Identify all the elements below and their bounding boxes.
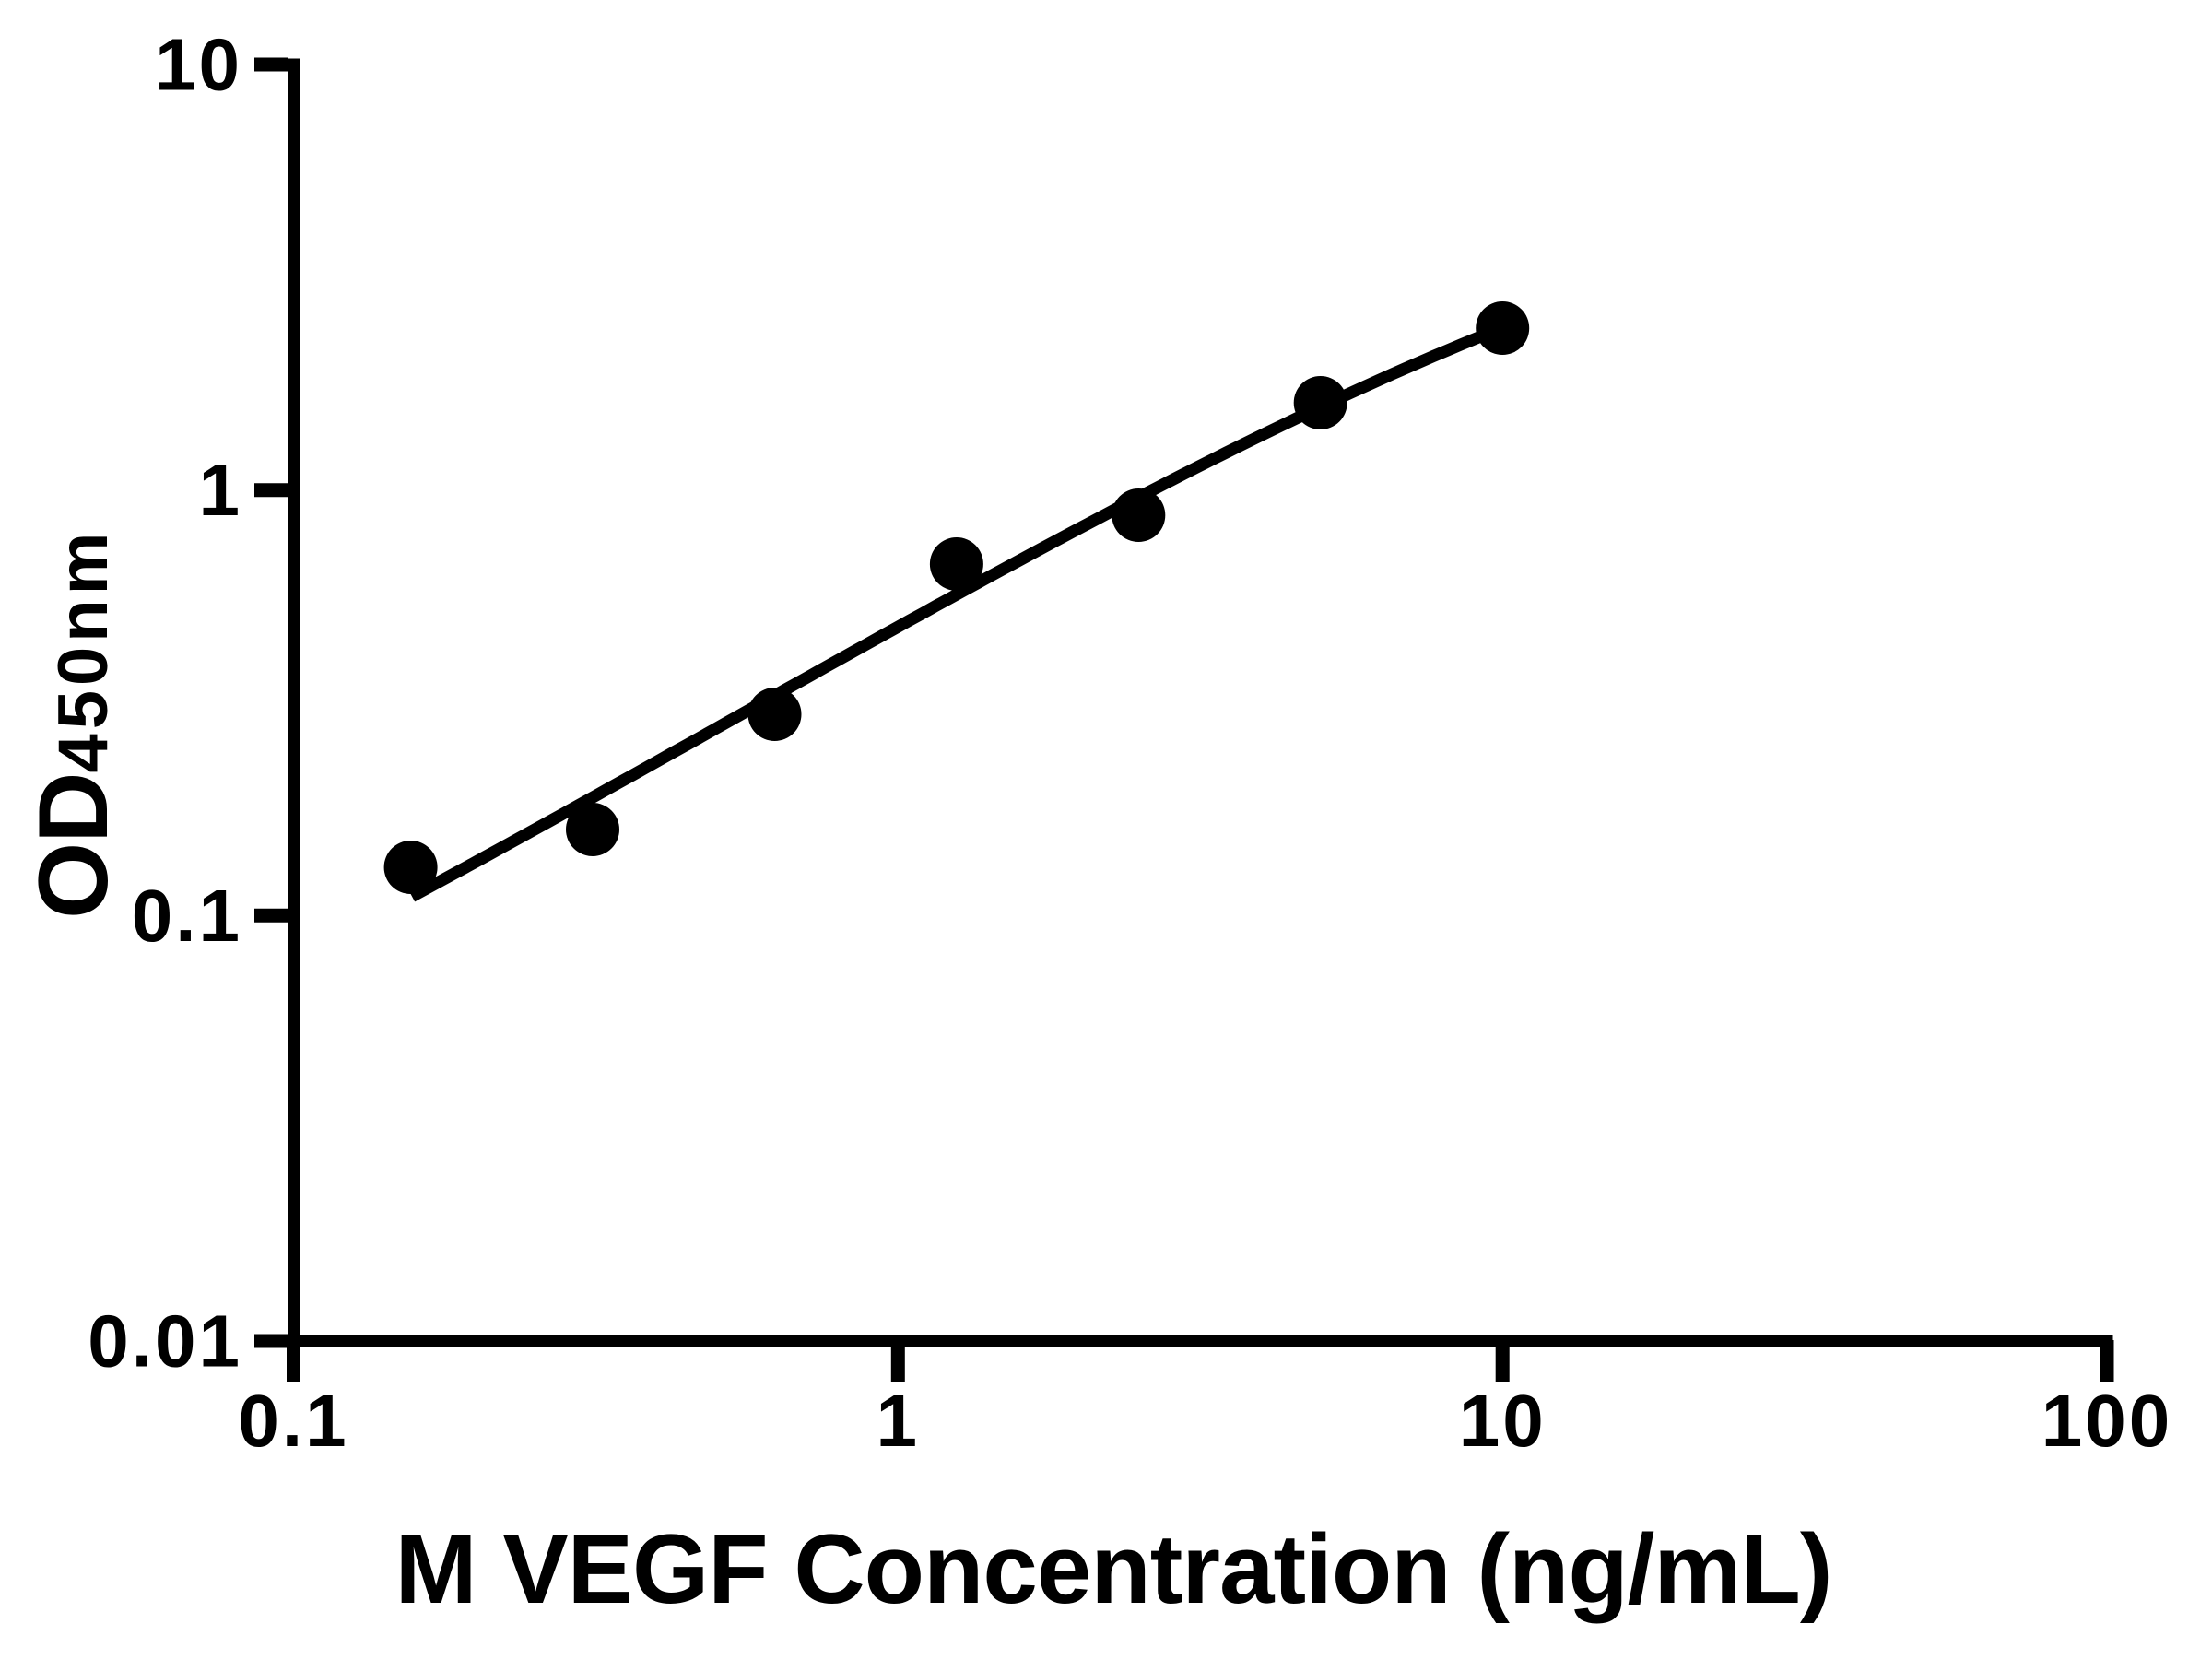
svg-text:1: 1 bbox=[877, 1380, 921, 1462]
svg-text:0.01: 0.01 bbox=[88, 1300, 242, 1382]
svg-text:0.1: 0.1 bbox=[238, 1380, 348, 1462]
svg-text:10: 10 bbox=[1459, 1380, 1547, 1462]
svg-text:10: 10 bbox=[155, 24, 242, 106]
svg-text:M VEGF Concentration (ng/mL): M VEGF Concentration (ng/mL) bbox=[394, 1513, 1831, 1624]
svg-text:1: 1 bbox=[199, 449, 243, 531]
svg-text:0.1: 0.1 bbox=[132, 875, 242, 957]
svg-text:100: 100 bbox=[2041, 1380, 2172, 1462]
